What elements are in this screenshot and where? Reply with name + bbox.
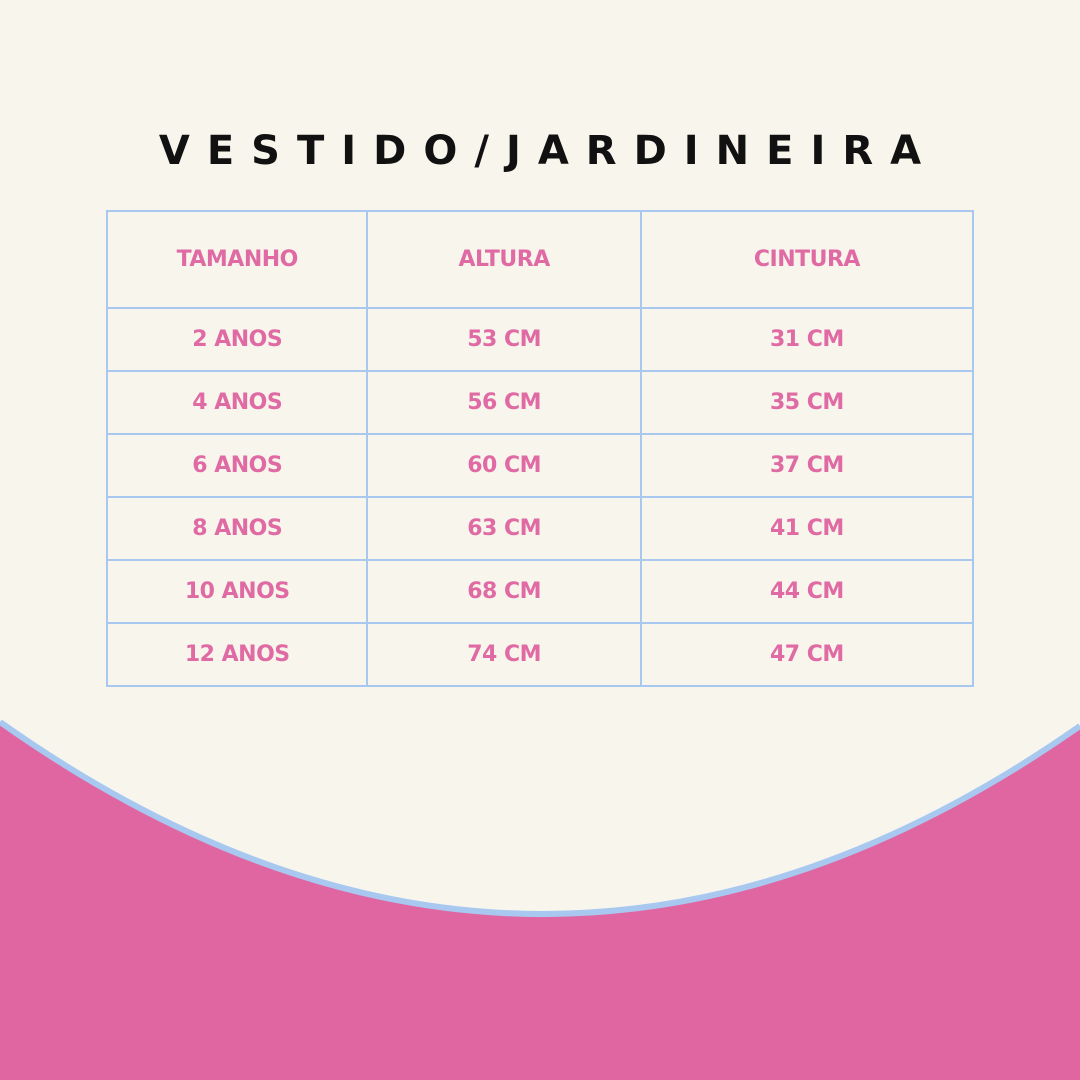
cell-cintura: 41 CM — [639, 496, 975, 561]
cell-cintura: 44 CM — [639, 559, 975, 624]
cell-altura: 56 CM — [366, 370, 642, 435]
cell-tamanho: 2 ANOS — [105, 307, 369, 372]
cell-altura: 53 CM — [366, 307, 642, 372]
table-row: 8 ANOS 63 CM 41 CM — [105, 496, 975, 561]
cell-tamanho: 8 ANOS — [105, 496, 369, 561]
cell-cintura: 37 CM — [639, 433, 975, 498]
table-header-row: TAMANHO ALTURA CINTURA — [105, 210, 975, 309]
cell-tamanho: 4 ANOS — [105, 370, 369, 435]
table-row: 10 ANOS 68 CM 44 CM — [105, 559, 975, 624]
pink-bottom-shape — [0, 722, 1080, 1080]
table-row: 4 ANOS 56 CM 35 CM — [105, 370, 975, 435]
cell-cintura: 31 CM — [639, 307, 975, 372]
size-table: TAMANHO ALTURA CINTURA 2 ANOS 53 CM 31 CM 4… — [105, 210, 975, 687]
blue-curve-border — [0, 719, 1080, 917]
header-cintura: CINTURA — [639, 210, 975, 309]
cell-tamanho: 12 ANOS — [105, 622, 369, 687]
header-altura: ALTURA — [366, 210, 642, 309]
page-title: VESTIDO/JARDINEIRA — [158, 128, 939, 174]
cell-altura: 68 CM — [366, 559, 642, 624]
table-row: 6 ANOS 60 CM 37 CM — [105, 433, 975, 498]
cell-tamanho: 10 ANOS — [105, 559, 369, 624]
header-tamanho: TAMANHO — [105, 210, 369, 309]
cell-tamanho: 6 ANOS — [105, 433, 369, 498]
cell-altura: 74 CM — [366, 622, 642, 687]
cell-cintura: 35 CM — [639, 370, 975, 435]
cell-altura: 60 CM — [366, 433, 642, 498]
table-row: 12 ANOS 74 CM 47 CM — [105, 622, 975, 687]
cell-cintura: 47 CM — [639, 622, 975, 687]
cell-altura: 63 CM — [366, 496, 642, 561]
table-row: 2 ANOS 53 CM 31 CM — [105, 307, 975, 372]
